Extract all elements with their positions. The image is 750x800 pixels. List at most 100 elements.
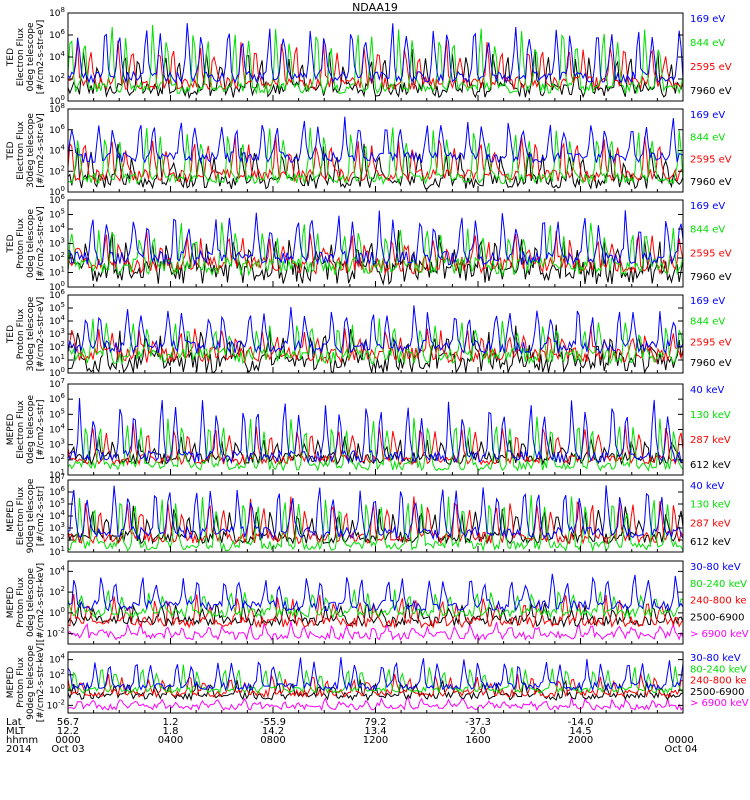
footer-time-7: 0000 (668, 735, 694, 746)
y-axis-label-6-2: Electron Flux (16, 486, 26, 545)
y-axis-label-5-4: [#/cm2-s-str] (36, 399, 46, 459)
y-tick-label-2-5: 108 (49, 102, 65, 115)
legend-entry-4-1: 169 eV (690, 296, 725, 307)
y-tick-label-4-1: 100 (49, 366, 65, 379)
footer-time-2: 0400 (157, 735, 184, 746)
y-tick-label-3-7: 106 (49, 193, 65, 206)
y-tick-label-5-1: 101 (49, 468, 65, 481)
y-tick-label-1-5: 108 (49, 6, 65, 19)
footer-mlt-1: 12.2 (56, 726, 80, 737)
panel-7: 10-2 100 102 104 MEPED Proton Flux 0deg telesc… (6, 560, 749, 645)
y-tick-label-3-6: 105 (49, 208, 65, 221)
y-axis-label-8-2: Proton Flux (16, 657, 26, 708)
y-axis-label-7-3: 0deg telescope (26, 568, 36, 638)
footer-time-3: 0800 (260, 735, 286, 746)
y-tick-label-6-4: 104 (49, 509, 65, 522)
y-tick-label-7-4: 104 (49, 564, 65, 577)
panel-5: 101 102 103 104 105 106 107 MEPED Electron Flux 0… (6, 377, 731, 481)
series-line-4-2 (67, 325, 684, 365)
series-line-2-3 (67, 127, 684, 186)
y-axis-label-4-1: TED (6, 325, 16, 344)
y-tick-label-5-3: 103 (49, 438, 65, 451)
y-tick-label-4-3: 102 (49, 340, 65, 353)
legend-entry-3-1: 169 eV (690, 201, 725, 212)
y-tick-label-4-4: 103 (49, 327, 65, 340)
footer-time-1: 0000 (55, 735, 81, 746)
legend-entry-1-3: 2595 eV (690, 62, 732, 73)
legend-entry-6-4: 612 keV (690, 537, 731, 548)
y-tick-label-7-1: 10-2 (47, 627, 65, 640)
y-tick-label-1-3: 104 (49, 50, 65, 63)
y-tick-label-5-5: 105 (49, 407, 65, 420)
y-tick-label-8-4: 104 (49, 653, 65, 666)
legend-entry-8-5: > 6900 keV (690, 698, 749, 709)
series-line-8-5 (67, 657, 684, 692)
y-axis-label-2-3: 30deg telescope (26, 113, 36, 188)
footer-time-4: 1200 (362, 735, 389, 746)
y-tick-label-4-2: 101 (49, 353, 65, 366)
legend-entry-2-3: 2595 eV (690, 155, 732, 166)
y-tick-label-6-3: 103 (49, 521, 65, 534)
y-tick-label-5-7: 107 (49, 377, 65, 390)
legend-entry-4-2: 844 eV (690, 317, 725, 328)
y-tick-label-2-1: 100 (49, 185, 65, 198)
y-axis-label-7-2: Proton Flux (16, 577, 26, 628)
panel-2: 100 102 104 106 108 TED Electron Flux 30deg tel… (6, 102, 732, 198)
series-line-7-1 (67, 621, 684, 642)
legend-entry-8-1: 30-80 keV (690, 653, 741, 664)
footer-lat-4: 79.2 (364, 717, 387, 728)
y-tick-label-1-2: 102 (49, 72, 65, 85)
legend-entry-8-4: 2500-6900 (690, 687, 745, 698)
legend-entry-3-3: 2595 eV (690, 248, 732, 259)
y-axis-label-3-3: 0deg telescope (26, 209, 36, 279)
series-line-6-1 (67, 505, 684, 546)
series-line-3-4 (67, 210, 684, 267)
series-line-3-1 (67, 229, 684, 286)
y-axis-label-5-3: 0deg telescope (26, 395, 36, 465)
y-axis-label-4-2: Proton Flux (16, 308, 26, 359)
y-tick-label-1-4: 106 (49, 28, 65, 41)
y-tick-label-7-2: 100 (49, 606, 65, 619)
y-axis-label-5-2: Electron Flux (16, 400, 26, 459)
y-tick-label-2-2: 102 (49, 164, 65, 177)
footer-date-1: Oct 03 (51, 744, 85, 755)
legend-entry-7-1: 30-80 keV (690, 562, 741, 573)
y-axis-label-2-2: Electron Flux (16, 121, 26, 180)
y-tick-label-3-4: 103 (49, 237, 65, 250)
y-tick-label-6-1: 101 (49, 545, 65, 558)
y-tick-label-5-6: 106 (49, 392, 65, 405)
legend-entry-5-2: 130 keV (690, 410, 731, 421)
y-tick-label-5-2: 102 (49, 453, 65, 466)
footer-lat-6: -14.0 (567, 717, 594, 728)
legend-entry-5-3: 287 keV (690, 435, 731, 446)
y-axis-label-4-4: [#/cm2-s-str-eV] (36, 297, 46, 372)
legend-entry-5-1: 40 keV (690, 385, 724, 396)
legend-entry-4-4: 7960 eV (690, 358, 732, 369)
legend-entry-1-2: 844 eV (690, 38, 725, 49)
y-axis-label-6-4: [#/cm2-s-str] (36, 486, 46, 546)
footer-lat-5: -37.3 (465, 717, 491, 728)
y-tick-label-6-6: 106 (49, 485, 65, 498)
y-tick-label-2-4: 106 (49, 123, 65, 136)
legend-entry-7-2: 80-240 keV (690, 579, 747, 590)
y-axis-label-8-4: [#/cm2-s-str-keV] (36, 643, 46, 722)
legend-entry-1-4: 7960 eV (690, 86, 732, 97)
y-tick-label-8-2: 100 (49, 683, 65, 696)
y-axis-label-1-4: [#/cm2-s-str-eV] (36, 20, 46, 95)
y-tick-label-8-1: 10-2 (47, 698, 65, 711)
y-axis-label-7-1: MEPED (6, 587, 16, 619)
footer-label-lat: Lat (6, 717, 22, 728)
panel-1: 100 102 104 106 108 TED Electron Flux 0deg tele… (6, 6, 732, 107)
series-line-1-4 (67, 23, 684, 85)
series-line-2-1 (67, 143, 684, 190)
series-line-7-3 (67, 593, 684, 630)
y-tick-label-4-7: 106 (49, 288, 65, 301)
legend-entry-7-5: > 6900 keV (690, 629, 749, 640)
y-tick-label-6-2: 102 (49, 533, 65, 546)
footer-mlt-5: 2.0 (470, 726, 486, 737)
series-line-5-3 (67, 416, 684, 472)
y-axis-label-4-3: 30deg telescope (26, 296, 36, 371)
footer-mlt-2: 1.8 (162, 726, 179, 737)
